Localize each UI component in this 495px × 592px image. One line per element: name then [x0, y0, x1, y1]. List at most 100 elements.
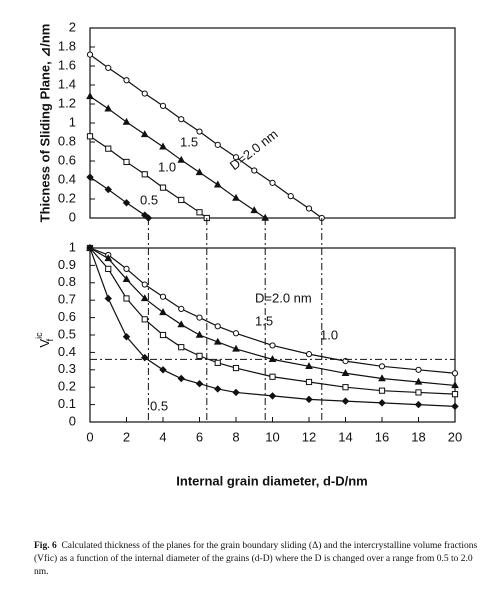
- caption-label: Fig. 6: [34, 541, 57, 551]
- marker: [232, 364, 240, 372]
- y-tick-label: 0.7: [58, 292, 76, 307]
- y-tick-label: 1: [69, 239, 76, 254]
- marker: [232, 154, 240, 161]
- marker: [305, 395, 313, 404]
- marker: [378, 387, 386, 394]
- marker: [141, 281, 148, 288]
- marker: [269, 373, 276, 380]
- marker: [122, 199, 131, 207]
- y-label-sup: ic: [34, 332, 44, 339]
- x-tick-label: 6: [196, 429, 203, 444]
- marker: [104, 254, 113, 262]
- marker: [232, 388, 240, 397]
- marker: [123, 158, 130, 166]
- y-tick-label: 0.9: [58, 257, 76, 272]
- marker: [196, 352, 203, 359]
- x-axis-label: Internal grain diameter, d-D/nm: [176, 473, 367, 488]
- x-tick-label: 0: [86, 429, 93, 444]
- y-tick-label: 0.4: [58, 344, 76, 359]
- x-tick-label: 4: [159, 429, 166, 444]
- marker: [414, 377, 423, 385]
- marker: [232, 344, 240, 352]
- marker: [214, 359, 221, 366]
- y-tick-label: 0.1: [58, 396, 76, 411]
- marker: [195, 330, 204, 338]
- marker: [451, 370, 459, 377]
- caption: Fig. 6 Calculated thickness of the plane…: [34, 540, 484, 579]
- marker: [159, 184, 167, 191]
- marker: [196, 209, 203, 216]
- marker: [451, 402, 459, 411]
- y-tick-label: 0.6: [58, 152, 76, 167]
- marker: [195, 380, 204, 388]
- marker: [140, 130, 149, 138]
- y-tick-label: 0.5: [58, 326, 76, 341]
- series-label: 1.5: [255, 313, 273, 328]
- x-tick-label: 16: [375, 429, 389, 444]
- marker: [123, 265, 130, 272]
- marker: [159, 293, 167, 300]
- marker: [86, 92, 94, 100]
- marker: [86, 51, 94, 58]
- series-label: 0.5: [140, 192, 158, 207]
- marker: [140, 294, 149, 302]
- marker: [305, 351, 313, 358]
- marker: [342, 384, 349, 391]
- marker: [232, 330, 240, 337]
- marker: [159, 366, 167, 374]
- marker: [341, 369, 350, 376]
- y-tick-label: 2: [69, 19, 76, 34]
- marker: [451, 391, 459, 398]
- marker: [104, 104, 113, 112]
- chart: 0 0.2 0.4 0.6 0.8 1 1.2 1.4 1.6 1.8 2 D=2.0 nm 1.5 1.…: [34, 19, 462, 488]
- marker: [196, 314, 203, 321]
- marker: [177, 155, 186, 163]
- marker: [105, 64, 112, 72]
- marker: [86, 133, 94, 140]
- x-tick-label: 8: [232, 429, 239, 444]
- marker: [287, 193, 294, 200]
- marker: [414, 400, 423, 409]
- marker: [251, 167, 258, 174]
- marker: [86, 173, 94, 181]
- plot-frame: [89, 27, 456, 219]
- x-tick-label: 18: [411, 429, 425, 444]
- y-label-main: V: [37, 339, 52, 348]
- marker: [415, 366, 422, 373]
- marker: [378, 399, 386, 407]
- y-tick-label: 1.8: [58, 38, 76, 53]
- series-label: 1.5: [180, 134, 198, 149]
- marker: [250, 206, 259, 214]
- y-tick-label: 0: [69, 209, 76, 224]
- y-tick-label: 1: [69, 114, 76, 129]
- marker: [341, 397, 350, 405]
- marker: [451, 381, 459, 389]
- y-axis-label: Thicness of Sliding Plane, ⊿/nm: [37, 24, 52, 223]
- marker: [104, 185, 112, 194]
- y-label-sub: f: [45, 338, 55, 341]
- marker: [269, 179, 276, 186]
- marker: [305, 378, 313, 386]
- marker: [86, 244, 94, 252]
- marker: [178, 344, 185, 351]
- marker: [141, 171, 148, 178]
- x-tick-label: 12: [302, 429, 316, 444]
- marker: [232, 193, 240, 201]
- marker: [105, 145, 112, 152]
- y-tick-label: 0.8: [58, 133, 76, 148]
- marker: [141, 90, 148, 97]
- marker: [105, 265, 112, 272]
- marker: [213, 180, 222, 188]
- x-tick-label: 2: [123, 429, 130, 444]
- marker: [159, 102, 167, 110]
- y-tick-label: 1.4: [58, 76, 76, 91]
- y-tick-label: 0.4: [58, 171, 76, 186]
- series-label: 1.0: [158, 159, 176, 174]
- marker: [213, 337, 222, 345]
- series-label: 0.5: [150, 398, 168, 413]
- marker: [214, 385, 222, 393]
- y-tick-label: 0.2: [58, 379, 76, 394]
- series-label: D=2.0 nm: [227, 126, 281, 173]
- marker: [123, 77, 130, 84]
